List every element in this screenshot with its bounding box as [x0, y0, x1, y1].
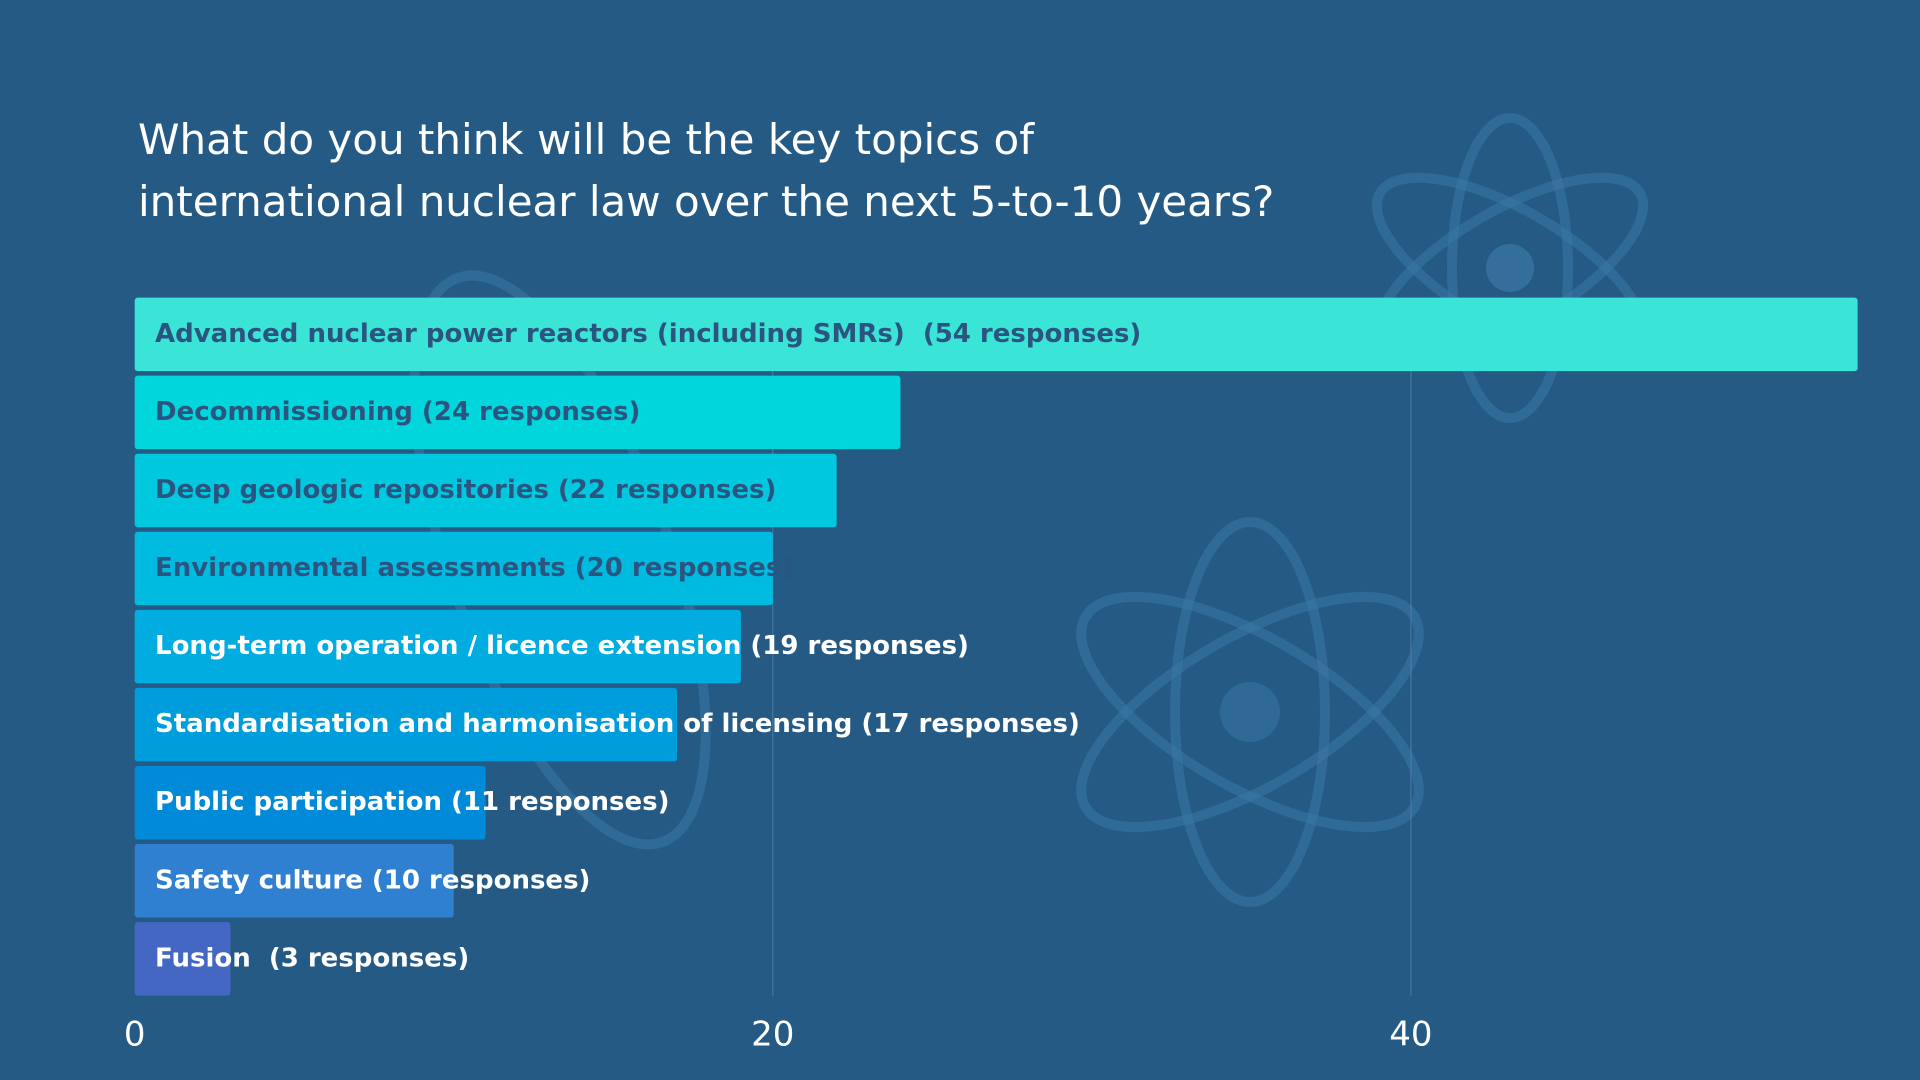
bar-label: Safety culture (10 responses) [155, 865, 590, 895]
bar [134, 844, 454, 918]
bar [134, 687, 678, 762]
bar-label: Standardisation and harmonisation of lic… [155, 709, 1080, 739]
bar [134, 922, 231, 996]
bar-label: Environmental assessments (20 responses) [155, 553, 793, 583]
bar [134, 375, 901, 450]
bars: Advanced nuclear power reactors (includi… [134, 297, 1858, 996]
bar-label: Deep geologic repositories (22 responses… [155, 475, 776, 505]
x-tick-label: 40 [1389, 1015, 1432, 1055]
bar-label: Decommissioning (24 responses) [155, 397, 640, 427]
bar-label: Advanced nuclear power reactors (includi… [155, 319, 1141, 349]
bar [134, 453, 837, 528]
bar [134, 609, 741, 684]
bar [134, 297, 1858, 372]
chart-title: What do you think will be the key topics… [138, 115, 1035, 164]
bar [134, 531, 773, 606]
chart-title: international nuclear law over the next … [138, 177, 1274, 226]
bar-label: Fusion (3 responses) [155, 943, 469, 973]
bar-label: Long-term operation / licence extension … [155, 631, 969, 661]
x-tick-label: 20 [751, 1015, 794, 1055]
bar-label: Public participation (11 responses) [155, 787, 670, 817]
x-tick-label: 0 [124, 1015, 146, 1055]
bar [134, 765, 486, 840]
